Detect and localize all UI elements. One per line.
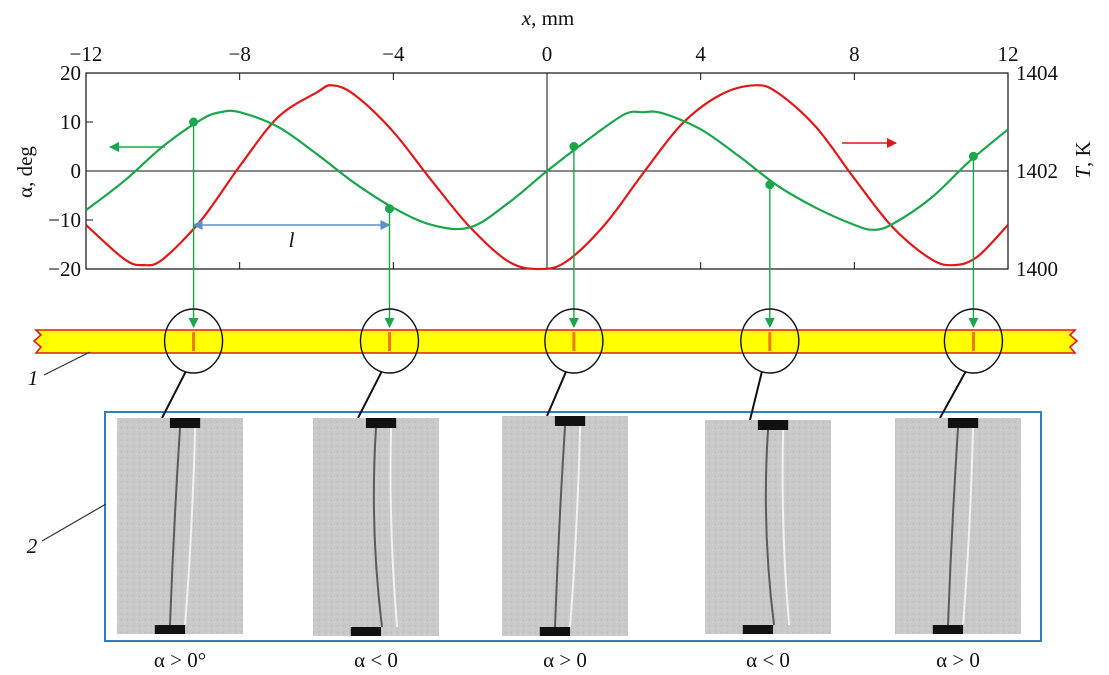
caption-2: α < 0 [354, 648, 398, 672]
strip-label: 1 [28, 366, 39, 390]
y-tick-label-right: 1400 [1016, 257, 1058, 281]
strip-leader [43, 351, 91, 376]
sample-strip [32, 329, 1079, 354]
micrograph [313, 418, 439, 636]
micrograph-grain-boundary [764, 429, 775, 626]
alpha-point [384, 204, 394, 214]
alpha-point [569, 142, 579, 151]
x-tick-label: 8 [849, 42, 860, 66]
micrograph-grain-boundary [962, 427, 975, 626]
y-tick-label-right: 1402 [1016, 159, 1058, 183]
y-tick-label-left: 0 [71, 159, 82, 183]
micrograph-grain-boundary [947, 427, 959, 626]
zoom-leader [161, 371, 187, 419]
alpha-series-line [85, 109, 1009, 231]
images-label: 2 [27, 534, 38, 558]
images-leader [41, 503, 107, 542]
alpha-point [189, 117, 199, 127]
y-axis-label-left: α, deg [13, 146, 37, 198]
zoom-leader [939, 371, 967, 419]
micrograph-grain-boundary [372, 427, 383, 628]
micrograph-bottom-defect [742, 625, 774, 634]
micrograph-grain-boundary [184, 427, 197, 626]
micrograph [502, 416, 628, 636]
micrograph [895, 418, 1021, 634]
caption-4: α < 0 [746, 648, 790, 672]
x-tick-label: 0 [542, 42, 553, 66]
micrograph-top-defect [365, 418, 397, 428]
micrograph-top-defect [554, 416, 586, 426]
captions: α > 0° α < 0 α > 0 α < 0 α > 0 [154, 648, 980, 672]
period-label: l [289, 228, 295, 252]
zoom-leader [749, 371, 763, 421]
x-tick-label: 12 [998, 42, 1019, 66]
y-tick-label-left: 10 [60, 110, 81, 134]
micrograph-grain-boundary [389, 427, 399, 628]
zoom-leader [546, 371, 567, 417]
zoom-circle [740, 308, 800, 374]
y-axis-label-right: T, K [1071, 141, 1095, 178]
micrograph-top-defect [757, 420, 789, 430]
y-tick-label-left: −20 [48, 257, 81, 281]
temperature-series-line [85, 84, 1009, 271]
alpha-point [765, 180, 775, 190]
sample-markers [117, 117, 1021, 636]
micrograph-grain-boundary [569, 425, 582, 628]
alpha-point [968, 151, 978, 161]
zoom-circle [943, 308, 1004, 374]
micrograph-bottom-defect [350, 627, 382, 636]
micrograph-bottom-defect [932, 625, 964, 634]
x-axis-label: x, mm [521, 6, 575, 30]
x-tick-label: −12 [70, 42, 103, 66]
micrograph-grain-boundary [781, 429, 791, 626]
caption-5: α > 0 [936, 648, 980, 672]
micrograph-grain-boundary [169, 427, 181, 626]
x-tick-label: −8 [228, 42, 250, 66]
axis-ticks: −12 −8 −4 0 4 8 12 20 10 0 −10 −20 1404 1402 1400 [48, 42, 1058, 281]
y-tick-label-left: −10 [48, 208, 81, 232]
micrograph-top-defect [947, 418, 979, 428]
micrograph-top-defect [169, 418, 201, 428]
x-tick-label: −4 [382, 42, 405, 66]
micrograph-bottom-defect [539, 627, 571, 636]
zoom-circle [359, 308, 420, 374]
micrograph [117, 418, 243, 634]
zoom-leader [357, 371, 383, 419]
caption-3: α > 0 [543, 648, 587, 672]
micrograph [705, 420, 831, 634]
micrograph-grain-boundary [554, 425, 566, 628]
x-tick-label: 4 [695, 42, 706, 66]
caption-1: α > 0° [154, 648, 206, 672]
micrograph-bottom-defect [154, 625, 186, 634]
y-tick-label-left: 20 [60, 61, 81, 85]
zoom-circle [544, 308, 604, 374]
y-tick-label-right: 1404 [1016, 61, 1059, 85]
zoom-circle [163, 308, 224, 374]
